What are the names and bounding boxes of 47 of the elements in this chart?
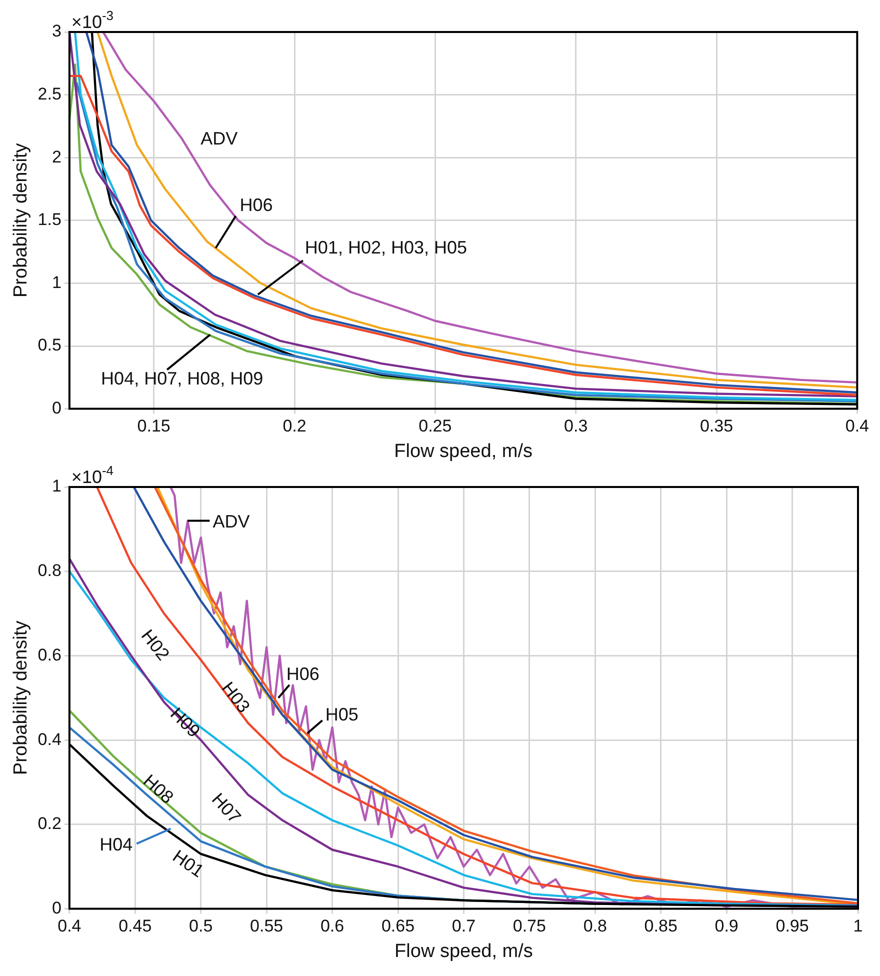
x-tick-label: 0.45 (118, 916, 152, 936)
x-tick-label: 0.95 (776, 916, 809, 936)
x-tick-label: 0.4 (845, 416, 870, 436)
y-tick-label: 0 (52, 898, 62, 918)
x-tick-label: 0.2 (282, 416, 306, 436)
y-axis-title: Probability density (10, 142, 32, 298)
x-axis-title: Flow speed, m/s (394, 940, 533, 962)
x-tick-label: 1 (853, 916, 863, 936)
x-axis-title: Flow speed, m/s (394, 440, 532, 462)
x-tick-label: 0.55 (250, 916, 284, 936)
x-tick-label: 0.25 (418, 416, 452, 436)
y-tick-label: 0.6 (38, 645, 62, 664)
annotation: ADV (212, 512, 250, 532)
annotation: H01, H02, H03, H05 (304, 237, 468, 258)
annotation: H09 (166, 704, 204, 742)
annotation: H06 (240, 195, 273, 215)
y-tick-label: 2.5 (38, 84, 62, 104)
y-tick-label: 0.2 (38, 814, 62, 834)
y-tick-label: 0.4 (38, 730, 62, 749)
y-tick-label: 3 (52, 22, 62, 41)
y-tick-label: 1.5 (38, 210, 62, 230)
y-tick-label: 0 (52, 398, 62, 418)
annotation: H06 (286, 664, 320, 684)
x-tick-label: 0.85 (644, 916, 678, 936)
x-tick-label: 0.5 (189, 916, 213, 936)
x-tick-label: 0.3 (564, 416, 588, 436)
annotation: ADV (200, 128, 238, 148)
x-tick-label: 0.7 (452, 916, 476, 936)
x-tick-label: 0.6 (320, 916, 344, 936)
annotation: H05 (325, 704, 358, 724)
x-tick-label: 0.35 (700, 416, 734, 436)
y-tick-label: 0.8 (38, 561, 62, 580)
annotation: H04 (100, 834, 133, 855)
y-tick-label: 2 (52, 147, 62, 166)
y-tick-label: 1 (52, 272, 62, 292)
x-tick-label: 0.15 (137, 416, 170, 436)
y-axis-title: Probability density (10, 620, 32, 775)
x-tick-label: 0.9 (714, 916, 738, 936)
x-tick-label: 0.65 (381, 916, 415, 936)
annotation: H04, H07, H08, H09 (101, 368, 264, 389)
annotation: H07 (208, 789, 245, 828)
x-tick-label: 0.75 (512, 916, 546, 936)
x-tick-label: 0.8 (583, 916, 607, 936)
annotation: H08 (139, 770, 178, 808)
y-tick-label: 0.5 (38, 336, 62, 355)
y-tick-label: 1 (52, 476, 62, 496)
annotation: H01 (169, 846, 208, 882)
